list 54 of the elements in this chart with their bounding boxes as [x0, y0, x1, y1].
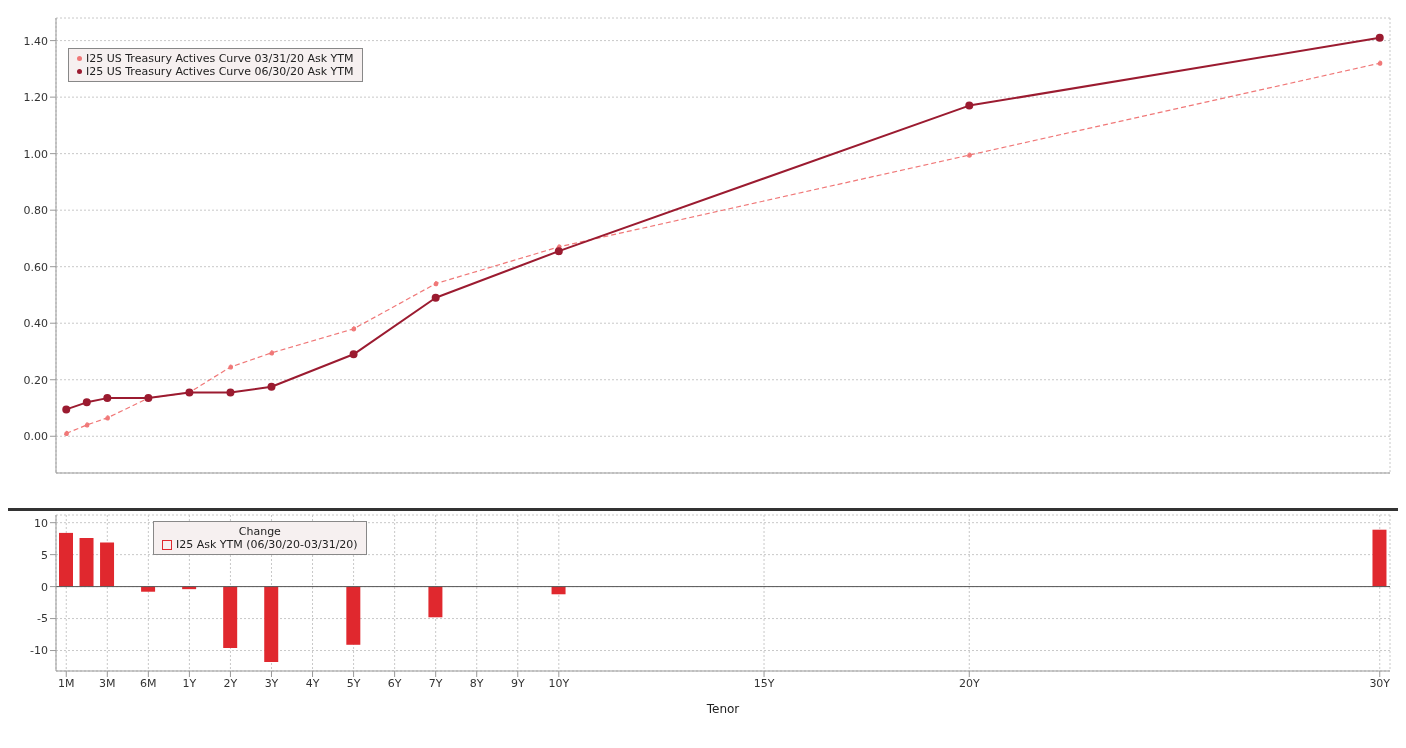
x-tick-label: 3M: [99, 676, 116, 690]
x-tick-label: 6Y: [387, 676, 402, 690]
x-tick-label: 20Y: [958, 676, 980, 690]
legend-label: I25 US Treasury Actives Curve 06/30/20 Ask YTM: [86, 65, 354, 78]
bar: [428, 586, 443, 618]
x-tick-label: 9Y: [510, 676, 525, 690]
y-tick-label: 0.00: [23, 430, 48, 444]
y-tick-label: 0.60: [23, 260, 48, 274]
bar: [100, 542, 115, 587]
x-tick-label: 3Y: [264, 676, 279, 690]
bar: [141, 586, 156, 592]
x-tick-label: 15Y: [753, 676, 775, 690]
point: [431, 293, 440, 302]
x-tick-label: 1M: [58, 676, 75, 690]
point: [82, 398, 91, 407]
bar: [79, 538, 94, 587]
y-tick-label: 0.20: [23, 373, 48, 387]
point: [267, 382, 276, 391]
point: [965, 101, 974, 110]
y-tick-label: 5: [41, 548, 48, 562]
x-tick-label: 5Y: [346, 676, 361, 690]
point: [554, 247, 563, 256]
point: [62, 405, 71, 414]
point: [1375, 33, 1384, 42]
bar: [1372, 529, 1387, 587]
legend-title: Change: [237, 525, 282, 538]
y-tick-label: 1.40: [23, 34, 48, 48]
bar: [264, 586, 279, 663]
y-tick-label: -10: [30, 644, 48, 658]
y-tick-label: 1.20: [23, 91, 48, 105]
x-tick-label: 10Y: [548, 676, 570, 690]
point: [103, 394, 112, 403]
x-tick-label: 30Y: [1369, 676, 1391, 690]
bar: [346, 586, 361, 645]
y-tick-label: 0.40: [23, 317, 48, 331]
y-tick-label: -5: [37, 612, 48, 626]
x-tick-label: 6M: [140, 676, 157, 690]
bar: [223, 586, 238, 648]
bar: [551, 586, 566, 595]
x-tick-label: 2Y: [223, 676, 238, 690]
y-tick-label: 0: [41, 580, 48, 594]
legend-label: I25 US Treasury Actives Curve 03/31/20 Ask YTM: [86, 52, 354, 65]
y-tick-label: 10: [34, 516, 48, 530]
point: [226, 388, 235, 397]
x-tick-label: 4Y: [305, 676, 320, 690]
x-tick-label: 1Y: [182, 676, 197, 690]
x-axis-title: Tenor: [705, 702, 740, 716]
bar: [59, 532, 73, 587]
y-tick-label: 0.80: [23, 204, 48, 218]
x-tick-label: 7Y: [428, 676, 443, 690]
y-tick-label: 1.00: [23, 147, 48, 161]
legend-label: I25 Ask YTM (06/30/20-03/31/20): [176, 538, 358, 551]
x-tick-label: 8Y: [469, 676, 484, 690]
point: [349, 350, 358, 359]
